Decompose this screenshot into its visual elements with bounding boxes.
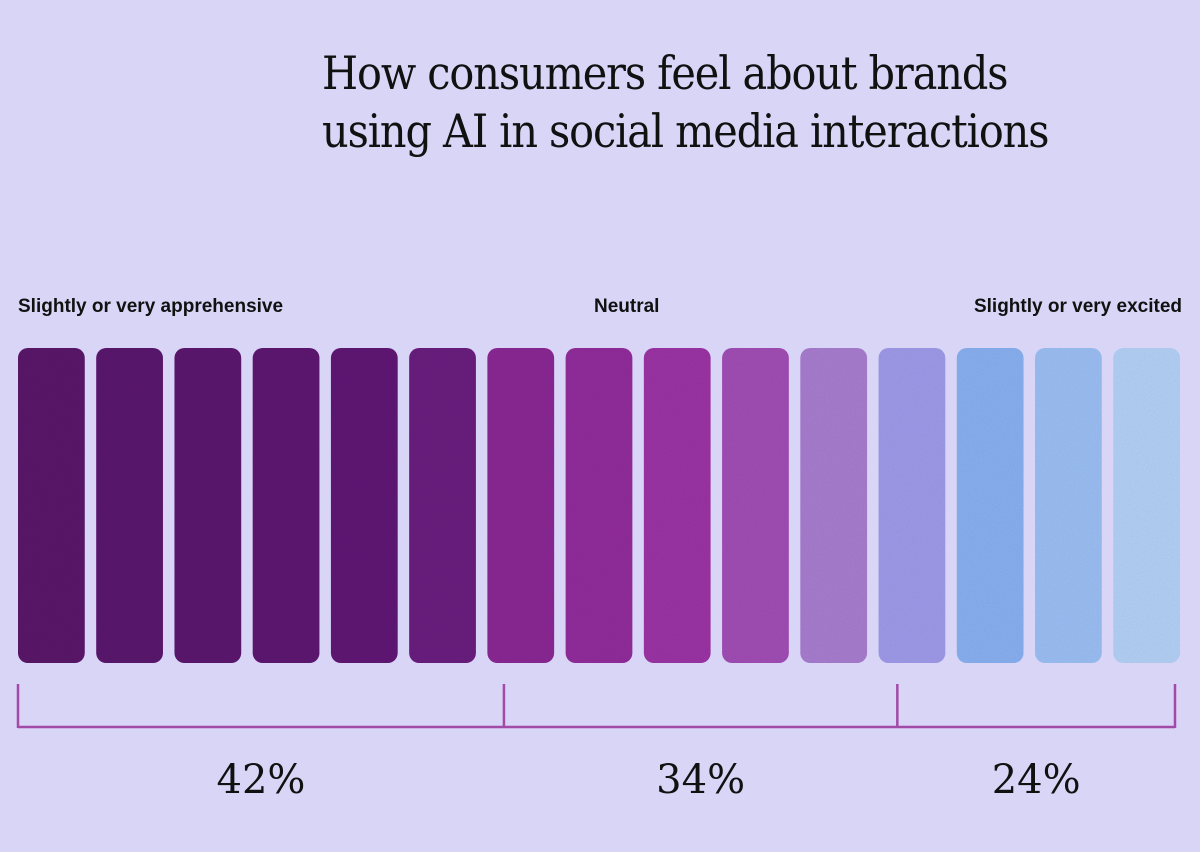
block-15: [1113, 348, 1180, 663]
value-label-2: 34%: [656, 757, 745, 803]
value-labels-group: 42% 34% 24%: [217, 757, 1081, 803]
block-10: [722, 348, 789, 663]
block-6: [409, 348, 476, 663]
bracket-group: [16, 684, 1177, 729]
blocks-group: [18, 348, 1180, 663]
block-12: [878, 348, 946, 663]
block-4: [252, 348, 320, 663]
block-14: [1035, 348, 1102, 663]
chart-title: How consumers feel about brands using AI…: [322, 46, 1050, 158]
category-label-neutral: Neutral: [594, 296, 660, 317]
category-label-excited: Slightly or very excited: [973, 296, 1182, 317]
block-8: [565, 348, 633, 663]
block-1: [18, 348, 85, 663]
value-label-1: 42%: [217, 757, 306, 803]
block-9: [643, 348, 711, 663]
block-5: [330, 348, 398, 663]
block-3: [174, 348, 242, 663]
category-label-apprehensive: Slightly or very apprehensive: [18, 296, 284, 317]
value-label-3: 24%: [992, 757, 1081, 803]
block-2: [96, 348, 163, 663]
block-11: [800, 348, 868, 663]
block-7: [487, 348, 555, 663]
block-13: [956, 348, 1024, 663]
